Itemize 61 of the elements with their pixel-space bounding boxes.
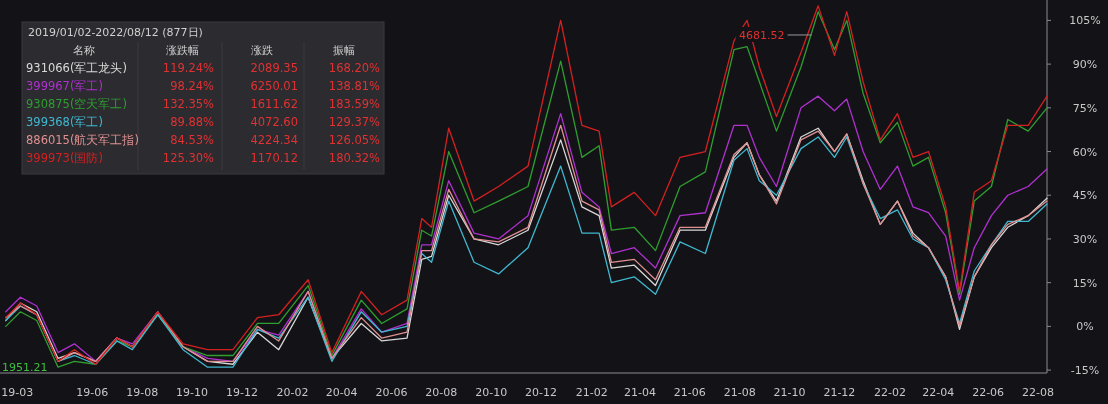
x-tick-label: 20-12: [525, 386, 558, 399]
annotation: 1951.21: [2, 361, 48, 374]
annotation: 89.88%: [170, 115, 215, 129]
annotation: 名称: [73, 44, 95, 57]
x-tick-label: 21-08: [723, 386, 756, 399]
y-tick-label: 60%: [1072, 145, 1098, 159]
x-tick-label: 22-02: [874, 386, 907, 399]
annotation: 125.30%: [162, 151, 215, 165]
annotation: 126.05%: [328, 133, 381, 147]
annotation: 129.37%: [328, 115, 381, 129]
annotation: 98.24%: [170, 79, 215, 93]
y-tick-label: 90%: [1072, 58, 1098, 72]
x-tick-label: 21-12: [823, 386, 856, 399]
x-tick-label: 21-10: [773, 386, 806, 399]
text: 399967(军工): [26, 79, 103, 93]
x-tick-label: 22-08: [1022, 386, 1054, 399]
annotation: 183.59%: [328, 97, 381, 111]
x-tick-label: 21-06: [673, 386, 706, 399]
text: 2019/01/02-2022/08/12 (877日): [28, 26, 203, 39]
annotation: 180.32%: [328, 151, 381, 165]
annotation: 振幅: [333, 44, 355, 57]
x-tick-label: 20-02: [276, 386, 309, 399]
y-tick-label: 15%: [1072, 276, 1098, 290]
annotation: 1170.12: [250, 151, 298, 165]
annotation: 6250.01: [250, 79, 298, 93]
annotation: 涨跌: [251, 44, 273, 57]
annotation: 4072.60: [250, 115, 298, 129]
x-tick-label: 21-02: [575, 386, 608, 399]
text: 399973(国防): [26, 151, 103, 165]
text: 931066(军工龙头): [26, 61, 127, 75]
x-tick-label: 20-04: [325, 386, 358, 399]
annotation: 4224.34: [250, 133, 298, 147]
x-tick-label: 22-04: [922, 386, 955, 399]
annotation: 涨跌幅: [165, 44, 199, 57]
x-tick-label: 19-10: [176, 386, 209, 399]
text: 399368(军工): [26, 115, 103, 129]
x-tick-label: 19-12: [225, 386, 258, 399]
y-tick-label: 75%: [1072, 101, 1098, 115]
annotation: 1611.62: [250, 97, 298, 111]
x-tick-label: 20-10: [475, 386, 508, 399]
x-tick-label: 21-04: [623, 386, 656, 399]
x-tick-label: 20-08: [425, 386, 458, 399]
x-tick-label: 19-08: [126, 386, 159, 399]
annotation: 84.53%: [170, 133, 215, 147]
text: 886015(航天军工指): [26, 133, 139, 147]
y-tick-label: 0%: [1076, 320, 1094, 334]
x-tick-label: 20-06: [375, 386, 408, 399]
y-tick-label: -15%: [1070, 364, 1100, 378]
annotation: 4681.52: [739, 28, 785, 42]
annotation: 168.20%: [328, 61, 381, 75]
y-tick-label: 45%: [1072, 189, 1098, 203]
annotation: 2089.35: [250, 61, 298, 75]
x-tick-label: 19-03: [1, 386, 34, 399]
y-tick-label: 105%: [1069, 14, 1101, 28]
x-tick-label: 19-06: [76, 386, 109, 399]
annotation: 119.24%: [162, 61, 215, 75]
x-tick-label: 22-06: [972, 386, 1005, 399]
y-tick-label: 30%: [1072, 232, 1098, 246]
annotation: 138.81%: [328, 79, 381, 93]
annotation: 132.35%: [162, 97, 215, 111]
text: 930875(空天军工): [26, 97, 127, 111]
